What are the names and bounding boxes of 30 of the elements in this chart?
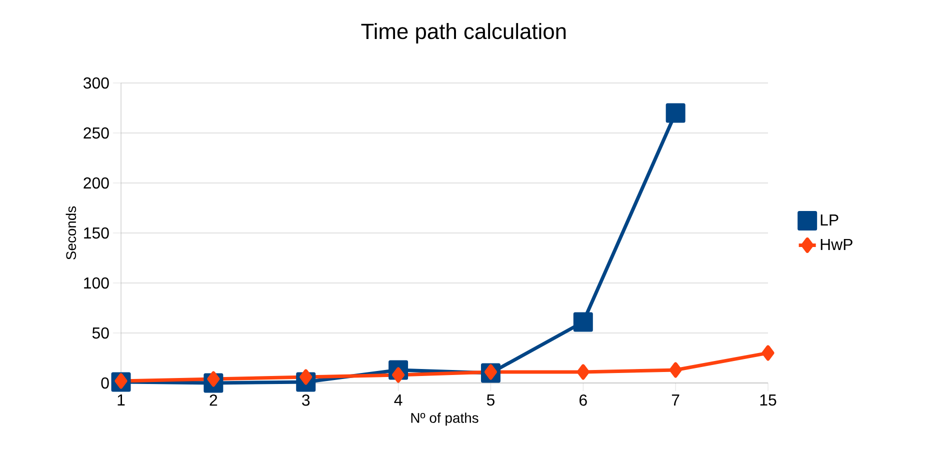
y-tick-label: 100: [84, 277, 109, 289]
x-tick-label: 2: [210, 394, 218, 406]
legend-label: LP: [820, 214, 838, 226]
y-tick-label: 300: [84, 77, 109, 89]
point: [573, 312, 593, 332]
y-tick-label: 150: [84, 227, 109, 239]
point: [666, 103, 686, 123]
point: [392, 367, 405, 383]
x-tick-label: 5: [486, 394, 494, 406]
y-tick-label: 50: [92, 327, 109, 339]
point: [300, 369, 312, 385]
point: [114, 373, 128, 389]
x-tick-label: 4: [394, 394, 402, 406]
y-tick-label: 0: [101, 377, 109, 389]
legend-label: HwP: [820, 238, 852, 250]
point: [484, 364, 497, 380]
chart-title: Time path calculation: [361, 23, 566, 44]
y-axis-title: Seconds: [66, 206, 76, 260]
x-tick-label: 15: [760, 394, 776, 406]
x-axis-title: Nº of paths: [411, 412, 478, 426]
point: [576, 364, 590, 380]
y-tick-label: 200: [84, 177, 109, 189]
x-tick-label: 7: [672, 394, 680, 406]
x-tick-label: 6: [580, 394, 587, 406]
x-tick-label: 1: [118, 394, 125, 406]
point: [762, 345, 774, 361]
y-tick-label: 250: [84, 127, 109, 139]
x-tick-label: 3: [302, 394, 310, 406]
point: [669, 362, 682, 378]
point: [207, 371, 220, 387]
